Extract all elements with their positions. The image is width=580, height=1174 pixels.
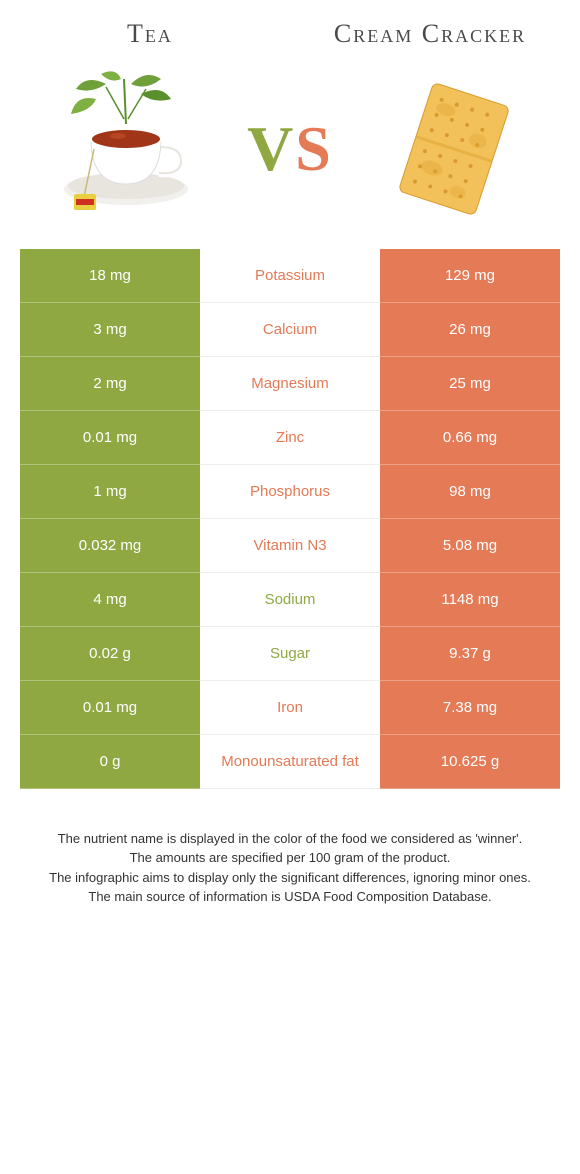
footer-notes: The nutrient name is displayed in the co…: [0, 789, 580, 937]
footer-line-4: The main source of information is USDA F…: [30, 887, 550, 907]
vs-label: VS: [247, 112, 333, 186]
nutrient-label: Magnesium: [200, 357, 380, 411]
right-value: 7.38 mg: [380, 681, 560, 735]
left-value: 2 mg: [20, 357, 200, 411]
nutrition-table: 18 mgPotassium129 mg3 mgCalcium26 mg2 mg…: [20, 249, 560, 789]
right-food-title: Cream Cracker: [290, 20, 570, 49]
left-value: 4 mg: [20, 573, 200, 627]
right-value: 1148 mg: [380, 573, 560, 627]
right-value: 5.08 mg: [380, 519, 560, 573]
vs-v: V: [247, 113, 295, 184]
table-row: 0.02 gSugar9.37 g: [20, 627, 560, 681]
left-value: 3 mg: [20, 303, 200, 357]
nutrient-label: Vitamin N3: [200, 519, 380, 573]
right-value: 9.37 g: [380, 627, 560, 681]
left-food-title: Tea: [10, 20, 290, 49]
table-row: 4 mgSodium1148 mg: [20, 573, 560, 627]
nutrient-label: Sodium: [200, 573, 380, 627]
cracker-image: [374, 69, 534, 229]
footer-line-3: The infographic aims to display only the…: [30, 868, 550, 888]
nutrient-label: Potassium: [200, 249, 380, 303]
left-value: 0.02 g: [20, 627, 200, 681]
left-value: 1 mg: [20, 465, 200, 519]
table-row: 0.032 mgVitamin N35.08 mg: [20, 519, 560, 573]
right-value: 25 mg: [380, 357, 560, 411]
header-titles: Tea Cream Cracker: [0, 0, 580, 59]
left-value: 0.01 mg: [20, 681, 200, 735]
table-row: 0.01 mgIron7.38 mg: [20, 681, 560, 735]
nutrient-label: Monounsaturated fat: [200, 735, 380, 789]
tea-image: [46, 69, 206, 229]
left-value: 0 g: [20, 735, 200, 789]
vs-s: S: [295, 113, 333, 184]
right-value: 10.625 g: [380, 735, 560, 789]
right-value: 26 mg: [380, 303, 560, 357]
table-row: 2 mgMagnesium25 mg: [20, 357, 560, 411]
table-row: 0.01 mgZinc0.66 mg: [20, 411, 560, 465]
nutrient-label: Phosphorus: [200, 465, 380, 519]
footer-line-1: The nutrient name is displayed in the co…: [30, 829, 550, 849]
right-value: 0.66 mg: [380, 411, 560, 465]
table-row: 18 mgPotassium129 mg: [20, 249, 560, 303]
left-value: 18 mg: [20, 249, 200, 303]
right-value: 98 mg: [380, 465, 560, 519]
table-row: 1 mgPhosphorus98 mg: [20, 465, 560, 519]
nutrient-label: Iron: [200, 681, 380, 735]
images-row: VS: [0, 59, 580, 249]
footer-line-2: The amounts are specified per 100 gram o…: [30, 848, 550, 868]
table-row: 0 gMonounsaturated fat10.625 g: [20, 735, 560, 789]
table-row: 3 mgCalcium26 mg: [20, 303, 560, 357]
nutrient-label: Calcium: [200, 303, 380, 357]
nutrient-label: Sugar: [200, 627, 380, 681]
left-value: 0.01 mg: [20, 411, 200, 465]
nutrient-label: Zinc: [200, 411, 380, 465]
right-value: 129 mg: [380, 249, 560, 303]
left-value: 0.032 mg: [20, 519, 200, 573]
